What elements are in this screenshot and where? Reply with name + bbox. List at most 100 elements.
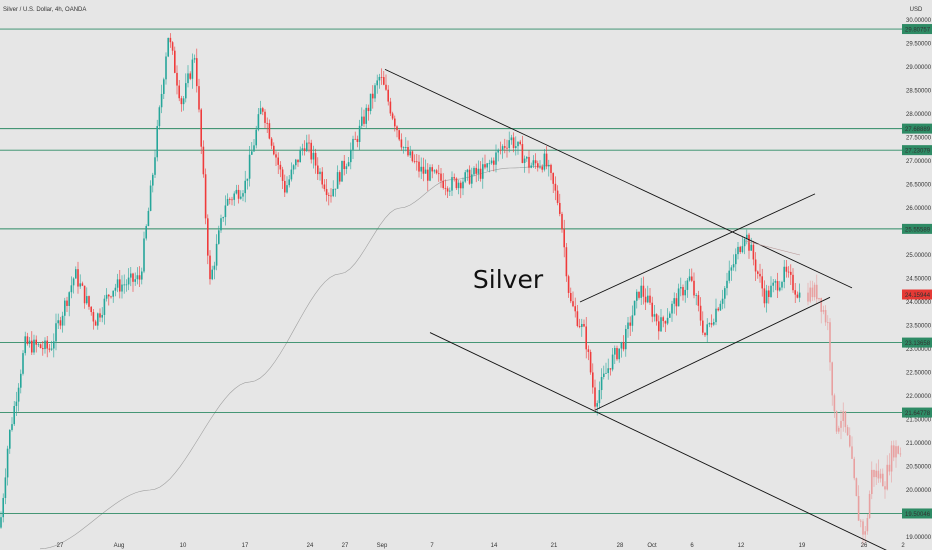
candle-body <box>631 315 634 326</box>
candle-body <box>728 270 730 281</box>
candle-body <box>321 171 323 185</box>
candle-body <box>479 168 482 179</box>
candle-body <box>433 170 436 172</box>
candle-body <box>545 153 548 167</box>
candle-body <box>409 151 411 156</box>
candle-body <box>224 205 227 218</box>
candle-body <box>792 274 794 291</box>
candle-body <box>64 300 66 316</box>
level-label-box <box>902 407 932 418</box>
candle-body <box>244 180 246 194</box>
candle-body <box>222 217 224 219</box>
trendline <box>429 332 887 550</box>
candle-body <box>286 185 288 193</box>
candle-body <box>442 180 444 188</box>
candle-body <box>658 321 660 332</box>
candle-body <box>185 83 187 99</box>
candle-body <box>24 336 26 354</box>
candle-body <box>328 195 330 196</box>
price-axis-background[interactable] <box>902 0 932 550</box>
candle-body <box>554 183 557 191</box>
candle-body <box>611 354 614 370</box>
candle-body <box>119 279 121 292</box>
projection-body <box>813 284 816 298</box>
candle-body <box>548 164 550 167</box>
price-tick-label: 21.50000 <box>906 418 932 424</box>
candle-body <box>677 288 680 307</box>
projection-body <box>855 478 858 497</box>
candle-body <box>242 193 244 197</box>
candle-body <box>719 303 722 311</box>
price-tick-label: 22.50000 <box>906 371 932 377</box>
candle-body <box>270 138 273 146</box>
candle-body <box>374 85 376 99</box>
level-label: 19.50046 <box>905 512 931 518</box>
candle-body <box>495 152 497 165</box>
candle-body <box>576 311 579 326</box>
candle-body <box>627 322 629 329</box>
candle-body <box>726 280 728 289</box>
price-tick-label: 29.00000 <box>906 65 932 71</box>
level-label-box <box>902 223 932 234</box>
candle-body <box>132 273 134 282</box>
candle-body <box>735 254 737 265</box>
price-tick-label: 26.00000 <box>906 206 932 212</box>
candle-body <box>141 271 143 280</box>
projection-body <box>822 310 825 312</box>
candle-body <box>561 213 563 230</box>
candle-body <box>684 289 686 296</box>
projection-body <box>882 473 884 487</box>
candle-body <box>17 387 20 402</box>
candle-body <box>231 199 233 201</box>
candle-body <box>422 166 425 174</box>
candle-body <box>776 281 779 291</box>
candle-body <box>325 189 328 196</box>
candle-body <box>435 170 438 174</box>
candle-body <box>664 321 667 324</box>
candle-body <box>600 376 603 391</box>
projection-body <box>816 284 818 300</box>
candle-body <box>0 517 2 528</box>
projection-body <box>835 411 838 432</box>
candle-body <box>774 281 777 283</box>
time-tick-label: 2 <box>901 543 905 549</box>
candle-body <box>603 373 605 377</box>
candle-body <box>365 107 367 124</box>
candle-body <box>407 147 409 156</box>
candle-body <box>541 166 543 170</box>
candle-body <box>198 86 200 110</box>
candle-body <box>589 351 592 373</box>
candle-body <box>68 292 70 306</box>
candle-body <box>688 276 691 281</box>
candle-body <box>695 295 697 296</box>
last-price-box <box>902 289 932 300</box>
candle-body <box>440 173 442 181</box>
candle-body <box>169 37 172 43</box>
time-tick-label: 28 <box>617 543 624 549</box>
price-tick-label: 29.50000 <box>906 42 932 48</box>
candle-body <box>180 98 183 105</box>
candle-body <box>710 323 713 325</box>
level-label: 27.68889 <box>905 127 931 133</box>
candle-body <box>235 189 238 194</box>
candle-body <box>754 259 757 272</box>
candle-body <box>585 326 587 350</box>
candle-body <box>671 303 673 314</box>
price-tick-label: 23.00000 <box>906 347 932 353</box>
candle-body <box>510 137 513 141</box>
candle-body <box>31 340 33 353</box>
candle-body <box>121 284 123 292</box>
candle-body <box>438 173 440 175</box>
candle-body <box>317 165 319 175</box>
candle-body <box>449 190 451 192</box>
candle-body <box>506 147 508 149</box>
candle-body <box>508 140 510 149</box>
time-tick-label: 10 <box>180 543 187 549</box>
level-labels-layer: 29.80757 27.68889 27.23079 25.55589 23.13658… <box>902 24 932 519</box>
projection-body <box>897 446 899 454</box>
projection-body <box>853 458 855 479</box>
candle-body <box>369 93 372 112</box>
candle-body <box>158 107 161 127</box>
